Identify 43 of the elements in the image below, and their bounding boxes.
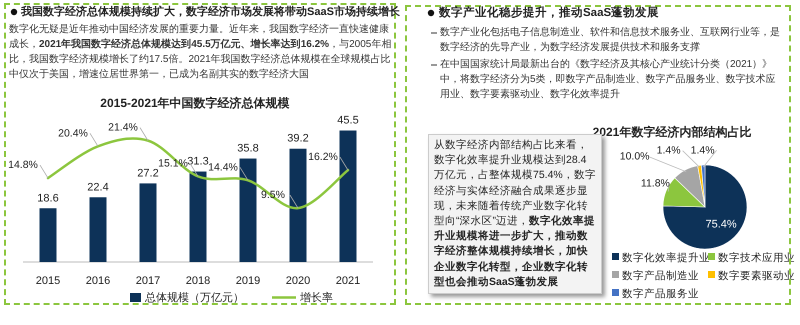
data-label: 35.8 [237, 142, 259, 155]
data-label: 10.0% [620, 150, 650, 163]
bar [290, 148, 306, 262]
data-label: 27.2 [137, 167, 159, 180]
bar [140, 183, 156, 262]
data-label: 11.8% [640, 177, 670, 190]
legend-label: 数字产品制造业 [622, 269, 699, 282]
data-label: 14.8% [8, 159, 38, 172]
text: 从数字经济内部结构占比来看，数字化效率提升业规模达到28.4万亿元，占整体规模75.4%，数字经济与实体经济融合成果逐步显现，未来随着传统产业数字化转型向“深水区”迈进，数字化效率提升业规模将进一步扩大，推动数字经济整体规模持续增长，加快企业数字化转型，企业数字化转型也会推动SaaS蓬勃发展 [434, 139, 596, 288]
x-tick-label: 2015 [36, 275, 60, 287]
text: 数字产业化包括电子信息制造业、软件和信息技术服务业、互联网行业等，是数字经济的先导产业，为数字经济发展提供技术和服务支撑 [440, 26, 781, 55]
data-label: 18.6 [37, 192, 59, 204]
bar [90, 197, 106, 262]
legend-label: 数字化效率提升业 [622, 251, 710, 264]
legend-label: 总体规模（万亿元） [144, 291, 244, 304]
data-label: 75.4% [706, 218, 737, 231]
data-label: 20.4% [58, 127, 88, 140]
bar [240, 158, 256, 262]
legend-label: 数字产品服务业 [622, 287, 699, 300]
data-label: 22.4 [87, 181, 109, 194]
data-label: 45.5 [337, 114, 359, 127]
text: 在中国国家统计局最新出台的《数字经济及其核心产业统计分类（2021）》中，将数字经济分为5类，即数字产品制造业、数字产品服务业、数字技术应用业、数字要素驱动业、数字化效率提升 [440, 58, 777, 102]
bar [190, 172, 206, 262]
data-label: 1.4% [656, 144, 681, 157]
x-tick-label: 2021 [336, 275, 360, 287]
x-tick-label: 2017 [136, 275, 160, 287]
bar [40, 208, 56, 262]
data-label: 14.4% [208, 161, 238, 174]
text: 数字产业化稳步提升，推动SaaS蓬勃发展 [439, 5, 660, 21]
x-tick-label: 2020 [286, 275, 310, 287]
x-tick-label: 2016 [86, 275, 110, 287]
text: 数字化无疑是近年推动中国经济发展的重要力量。近年来，我国数字经济一直快速健康成长，2021年我国数字经济总体规模达到45.5万亿元、增长率达到16.2%，与2005年相比，我国数字经济规模增长了约17.5倍。2021年我国数字经济总体规模在全球规模占比中仅次于美国，增速位居世界第一，已成为名副其实的数字经济大国 [9, 22, 392, 82]
chart-title: 2015-2021年中国数字经济总体规模 [100, 96, 290, 110]
bar [340, 130, 356, 262]
data-label: 16.2% [308, 151, 338, 164]
data-label: 31.3 [187, 156, 209, 168]
text: 我国数字经济总体规模持续扩大，数字经济市场发展将带动SaaS市场持续增长 [21, 4, 400, 20]
data-label: 1.4% [690, 144, 715, 156]
data-label: 21.4% [108, 122, 138, 134]
data-label: 39.2 [287, 132, 309, 145]
legend-label: 增长率 [299, 291, 333, 304]
x-tick-label: 2019 [236, 275, 260, 287]
x-tick-label: 2018 [186, 275, 210, 287]
